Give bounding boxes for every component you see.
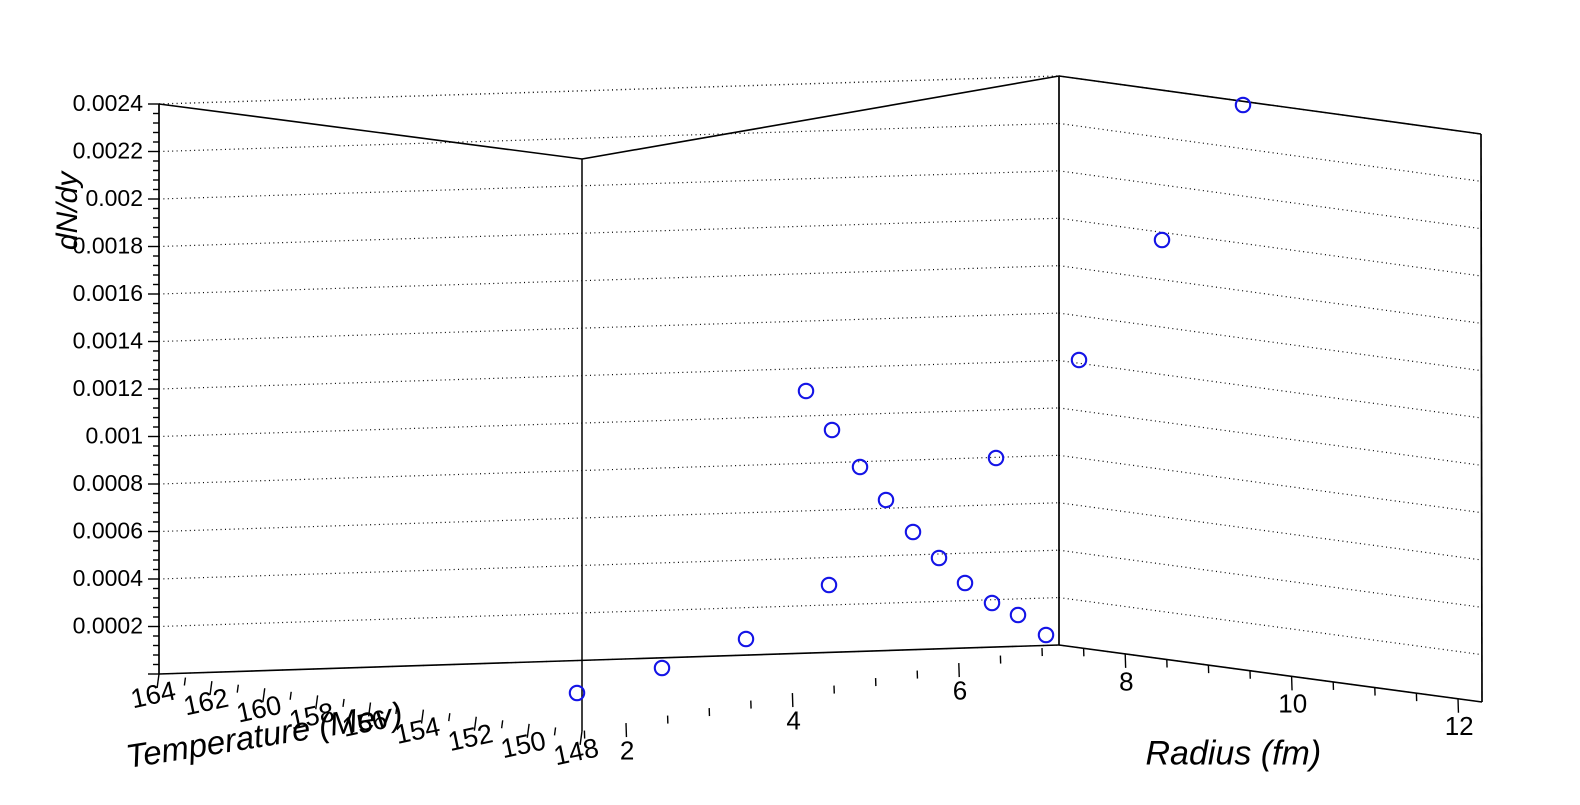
svg-text:0.0014: 0.0014 (73, 328, 144, 354)
svg-text:dN/dy: dN/dy (51, 170, 84, 250)
svg-text:0.0024: 0.0024 (73, 90, 144, 116)
svg-text:4: 4 (786, 705, 800, 735)
svg-text:0.0016: 0.0016 (73, 280, 143, 306)
svg-text:0.002: 0.002 (85, 185, 143, 211)
svg-text:0.0008: 0.0008 (73, 470, 143, 496)
svg-text:0.0004: 0.0004 (73, 565, 144, 591)
svg-text:0.0006: 0.0006 (73, 518, 143, 544)
svg-text:0.0012: 0.0012 (73, 375, 143, 401)
svg-text:8: 8 (1119, 666, 1133, 696)
svg-text:Radius (fm): Radius (fm) (1146, 734, 1322, 772)
svg-text:10: 10 (1278, 689, 1307, 719)
svg-text:12: 12 (1445, 711, 1474, 741)
svg-text:0.001: 0.001 (85, 423, 143, 449)
svg-text:0.0022: 0.0022 (73, 138, 143, 164)
svg-text:6: 6 (953, 675, 967, 705)
svg-text:0.0002: 0.0002 (73, 613, 143, 639)
svg-text:2: 2 (620, 735, 634, 765)
